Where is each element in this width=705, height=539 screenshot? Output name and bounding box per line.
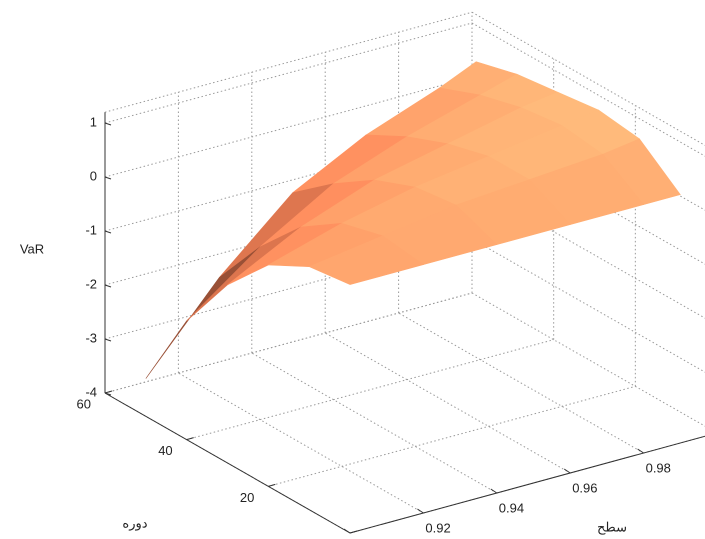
- y-tick: [104, 390, 113, 394]
- grid-line: [268, 385, 636, 487]
- x-tick: [563, 468, 571, 474]
- grid: [104, 11, 705, 534]
- z-axis-label: VaR: [20, 241, 44, 256]
- y-axis: [104, 392, 351, 534]
- x-tick-label: 0.98: [646, 460, 671, 475]
- box-edge: [471, 11, 705, 146]
- grid-line: [471, 238, 705, 373]
- y-axis-label: دوره: [122, 515, 147, 531]
- x-tick: [417, 508, 424, 514]
- grid-line: [104, 22, 473, 124]
- x-tick: [637, 448, 644, 454]
- z-tick: [104, 230, 112, 234]
- z-tick-label: 0: [90, 168, 97, 183]
- z-tick-label: -2: [85, 276, 97, 291]
- z-tick-label: -1: [85, 222, 97, 237]
- grid-line: [471, 184, 705, 319]
- z-tick-label: -4: [85, 384, 97, 399]
- grid-line: [178, 372, 424, 514]
- grid-line: [186, 339, 554, 441]
- grid-line: [324, 332, 571, 474]
- z-tick: [104, 176, 112, 180]
- axes: -4-3-2-10102040600.90.920.940.960.98: [77, 112, 705, 539]
- z-tick-label: -3: [85, 330, 97, 345]
- grid-line: [104, 76, 473, 178]
- x-axis: [349, 435, 705, 534]
- grid-line: [471, 22, 705, 157]
- z-tick: [104, 284, 112, 288]
- surface-patch: [308, 235, 425, 285]
- x-tick-label: 0.94: [499, 500, 524, 515]
- z-tick-label: 1: [90, 114, 97, 129]
- y-tick-label: 20: [240, 490, 254, 505]
- y-tick: [349, 530, 358, 534]
- grid-line: [251, 352, 498, 494]
- box-edge: [104, 11, 473, 113]
- y-tick: [186, 437, 194, 441]
- y-tick-label: 40: [158, 443, 172, 458]
- x-tick-label: 0.92: [425, 520, 450, 535]
- y-tick-label: 60: [77, 396, 91, 411]
- x-axis-label: سطح: [597, 519, 627, 535]
- grid-line: [398, 312, 644, 454]
- surface: [145, 61, 681, 379]
- grid-line: [104, 292, 473, 394]
- x-tick-label: 0.96: [572, 480, 597, 495]
- x-tick: [343, 528, 351, 534]
- z-tick: [104, 392, 112, 396]
- y-tick: [268, 483, 276, 487]
- y-tick-label: 0: [329, 536, 336, 539]
- grid-line: [471, 292, 705, 427]
- z-tick: [104, 122, 112, 126]
- z-tick: [104, 338, 112, 342]
- x-tick: [490, 488, 498, 494]
